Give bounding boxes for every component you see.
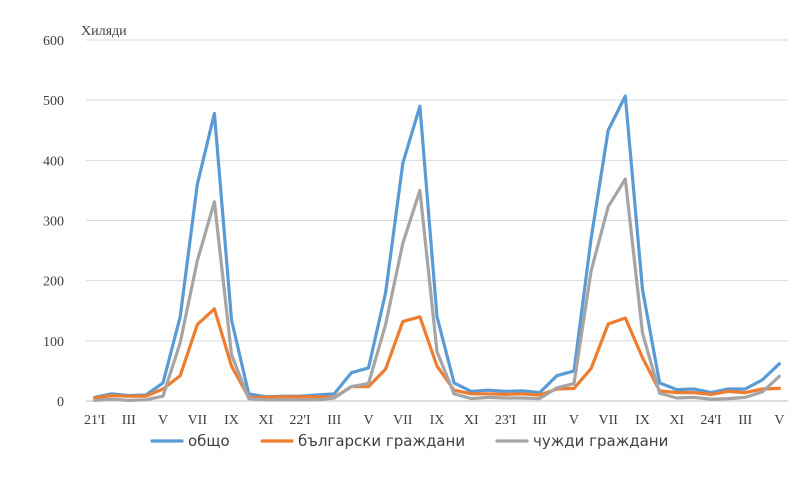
legend-label-1: общо <box>188 432 230 450</box>
series-line-3 <box>92 177 782 402</box>
legend: общо български граждани чужди граждани <box>150 432 668 450</box>
y-tick-label: 400 <box>43 154 64 169</box>
x-tick-label: III <box>122 413 136 428</box>
x-tick-labels: 21'I III V VII IX XI 22'I III V VII IX XI 23'I III V VI… <box>84 413 785 428</box>
x-tick-label: VII <box>393 413 413 428</box>
x-tick-label: III <box>738 413 752 428</box>
y-tick-label: 600 <box>43 34 64 49</box>
series-line-2 <box>92 307 782 400</box>
y-tick-label: 0 <box>57 395 64 410</box>
x-tick-label: IX <box>430 413 445 428</box>
x-tick-label: VII <box>188 413 208 428</box>
y-tick-labels: 0 100 200 300 400 500 600 <box>43 34 64 410</box>
x-tick-label: XI <box>464 413 479 428</box>
x-tick-label: III <box>327 413 341 428</box>
x-tick-label: 22'I <box>289 413 311 428</box>
series-lines <box>92 94 782 402</box>
x-tick-label: V <box>158 413 168 428</box>
y-tick-label: 200 <box>43 275 64 290</box>
x-tick-label: V <box>774 413 784 428</box>
y-tick-label: 300 <box>43 215 64 230</box>
y-tick-label: 500 <box>43 94 64 109</box>
x-tick-label: XI <box>258 413 273 428</box>
x-tick-label: IX <box>224 413 239 428</box>
x-tick-label: 21'I <box>84 413 106 428</box>
unit-label: Хиляди <box>81 24 127 39</box>
x-tick-label: 24'I <box>700 413 722 428</box>
x-tick-label: V <box>363 413 373 428</box>
x-tick-label: XI <box>669 413 684 428</box>
x-tick-label: 23'I <box>495 413 517 428</box>
y-tick-label: 100 <box>43 335 64 350</box>
x-tick-label: III <box>533 413 547 428</box>
series-line-1 <box>92 94 782 399</box>
x-tick-label: IX <box>635 413 650 428</box>
x-tick-label: VII <box>599 413 619 428</box>
x-tick-label: V <box>569 413 579 428</box>
legend-label-3: чужди граждани <box>533 432 668 450</box>
legend-label-2: български граждани <box>298 432 465 450</box>
